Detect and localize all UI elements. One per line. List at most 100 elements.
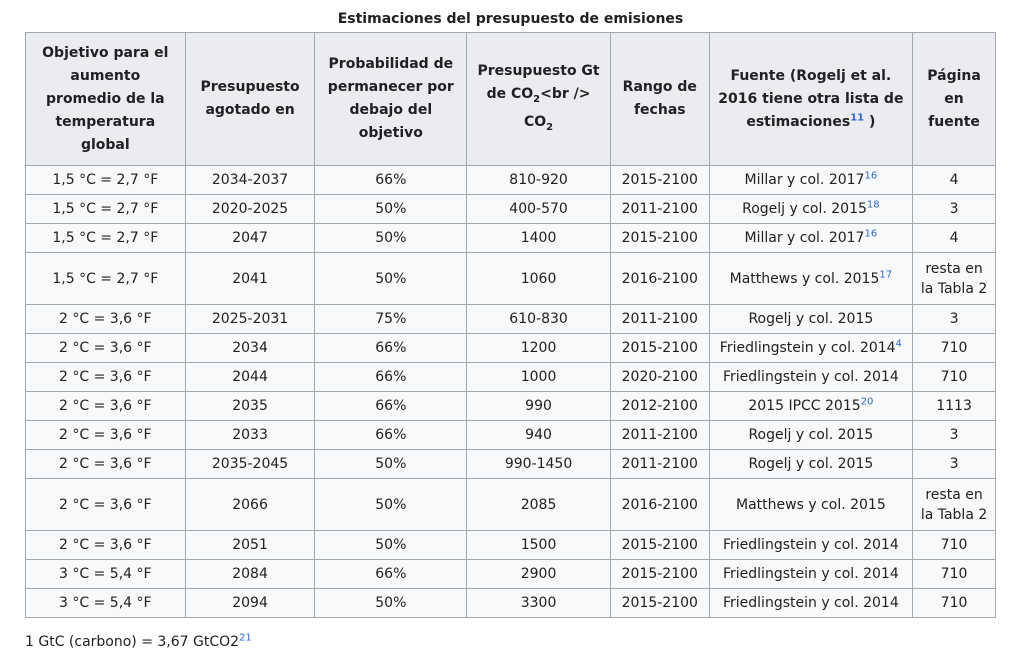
cell-range-text: 2016-2100 [621, 496, 698, 513]
cell-target: 1,5 °C = 2,7 °F [25, 223, 186, 253]
cell-budget: 2085 [466, 478, 611, 531]
cell-page-text: resta en la Tabla 2 [920, 260, 988, 297]
cell-page: 4 [912, 165, 996, 195]
cell-prob-text: 50% [375, 595, 407, 611]
cell-range: 2015-2100 [609, 559, 710, 589]
cell-source: Matthews y col. 201517 [708, 252, 914, 305]
cell-source: Friedlingstein y col. 2014 [708, 588, 914, 618]
cell-source-text: Friedlingstein y col. 2014 [722, 566, 899, 582]
cell-page-text: 710 [940, 566, 968, 582]
reference-link[interactable]: 18 [866, 199, 880, 211]
cell-range: 2016-2100 [609, 252, 710, 305]
reference-link[interactable]: 16 [864, 228, 878, 240]
cell-range-text: 2015-2100 [621, 595, 698, 611]
cell-prob-text: 66% [375, 427, 407, 443]
cell-source-text: 2015 IPCC 2015 [748, 398, 861, 414]
cell-year: 2035 [184, 391, 316, 421]
cell-target: 2 °C = 3,6 °F [25, 333, 186, 363]
cell-budget: 940 [466, 420, 611, 450]
footnote-text: 1 GtC (carbono) = 3,67 GtCO2 [25, 634, 240, 650]
cell-source: Millar y col. 201716 [708, 165, 914, 195]
reference-link[interactable]: 20 [860, 396, 874, 408]
cell-budget-text: 940 [525, 427, 552, 443]
header-range: Rango de fechas [609, 32, 710, 166]
header-source-end: ) [864, 113, 876, 130]
cell-source: Friedlingstein y col. 2014 [708, 362, 914, 392]
header-budget-co: CO [523, 113, 547, 130]
cell-prob: 50% [314, 252, 468, 305]
cell-target: 2 °C = 3,6 °F [25, 449, 186, 479]
cell-budget: 1060 [466, 252, 611, 305]
cell-year-text: 2066 [232, 496, 268, 513]
cell-target: 2 °C = 3,6 °F [25, 478, 186, 531]
cell-target: 3 °C = 5,4 °F [25, 559, 186, 589]
cell-year-text: 2033 [232, 427, 268, 443]
header-budget-text: Presupuesto Gt de CO [477, 62, 600, 102]
cell-target: 2 °C = 3,6 °F [25, 391, 186, 421]
cell-target: 1,5 °C = 2,7 °F [25, 194, 186, 224]
cell-page-text: 710 [940, 595, 968, 611]
reference-link[interactable]: 21 [239, 632, 252, 644]
cell-range-text: 2015-2100 [621, 340, 698, 356]
cell-prob-text: 50% [375, 456, 407, 472]
cell-prob-text: 50% [375, 230, 407, 246]
cell-target-text: 3 °C = 5,4 °F [59, 595, 152, 611]
cell-prob-text: 50% [375, 201, 407, 217]
cell-prob-text: 66% [375, 172, 407, 188]
cell-range: 2015-2100 [609, 333, 710, 363]
cell-target: 2 °C = 3,6 °F [25, 304, 186, 334]
cell-year-text: 2044 [232, 369, 268, 385]
cell-prob: 75% [314, 304, 468, 334]
cell-target-text: 2 °C = 3,6 °F [59, 369, 152, 385]
cell-page: resta en la Tabla 2 [912, 252, 996, 305]
cell-budget: 1200 [466, 333, 611, 363]
cell-range-text: 2015-2100 [621, 537, 698, 553]
cell-source: Friedlingstein y col. 2014 [708, 559, 914, 589]
cell-year-text: 2034-2037 [211, 172, 289, 188]
table-row: 2 °C = 3,6 °F 2035 66% 990 2012-2100 2015 IPC… [25, 391, 996, 421]
cell-budget-text: 810-920 [509, 172, 568, 188]
cell-source-text: Matthews y col. 2015 [736, 496, 886, 513]
cell-budget: 610-830 [466, 304, 611, 334]
cell-budget-text: 1500 [520, 537, 557, 553]
cell-range: 2015-2100 [609, 588, 710, 618]
cell-source-text: Friedlingstein y col. 2014 [722, 595, 899, 611]
cell-prob-text: 66% [375, 340, 407, 356]
cell-prob-text: 50% [375, 496, 407, 513]
cell-target: 1,5 °C = 2,7 °F [25, 252, 186, 305]
cell-year: 2094 [184, 588, 316, 618]
table-row: 2 °C = 3,6 °F 2035-2045 50% 990-1450 2011-21… [25, 449, 996, 479]
cell-source: Friedlingstein y col. 2014 [708, 530, 914, 560]
cell-range: 2015-2100 [609, 165, 710, 195]
cell-target: 2 °C = 3,6 °F [25, 362, 186, 392]
cell-budget: 2900 [466, 559, 611, 589]
cell-source-text: Rogelj y col. 2015 [748, 456, 874, 472]
cell-budget: 1000 [466, 362, 611, 392]
cell-source: Rogelj y col. 2015 [708, 449, 914, 479]
cell-range: 2015-2100 [609, 223, 710, 253]
cell-target: 2 °C = 3,6 °F [25, 530, 186, 560]
cell-prob: 50% [314, 194, 468, 224]
cell-prob: 66% [314, 559, 468, 589]
emissions-budget-table-container: Estimaciones del presupuesto de emisione… [25, 8, 996, 618]
cell-page: 1113 [912, 391, 996, 421]
cell-prob: 66% [314, 420, 468, 450]
cell-page-text: 3 [949, 201, 959, 217]
cell-budget-text: 400-570 [509, 201, 568, 217]
cell-page: 710 [912, 588, 996, 618]
reference-link[interactable]: 16 [864, 170, 878, 182]
cell-target: 1,5 °C = 2,7 °F [25, 165, 186, 195]
cell-page-text: 3 [949, 311, 959, 327]
cell-range-text: 2016-2100 [621, 270, 698, 287]
reference-link[interactable]: 4 [895, 338, 902, 350]
cell-prob: 50% [314, 223, 468, 253]
reference-link[interactable]: 11 [850, 111, 865, 123]
table-row: 1,5 °C = 2,7 °F 2020-2025 50% 400-570 2011-2… [25, 194, 996, 224]
cell-year: 2044 [184, 362, 316, 392]
cell-year-text: 2094 [232, 595, 268, 611]
cell-prob: 66% [314, 165, 468, 195]
table-caption: Estimaciones del presupuesto de emisione… [337, 11, 684, 27]
cell-target-text: 2 °C = 3,6 °F [59, 398, 152, 414]
reference-link[interactable]: 17 [879, 268, 893, 280]
header-budget: Presupuesto Gt de CO2<br /> CO2 [466, 32, 611, 166]
